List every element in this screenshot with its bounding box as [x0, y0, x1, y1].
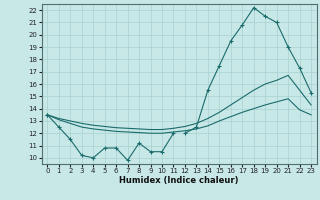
X-axis label: Humidex (Indice chaleur): Humidex (Indice chaleur)	[119, 176, 239, 185]
